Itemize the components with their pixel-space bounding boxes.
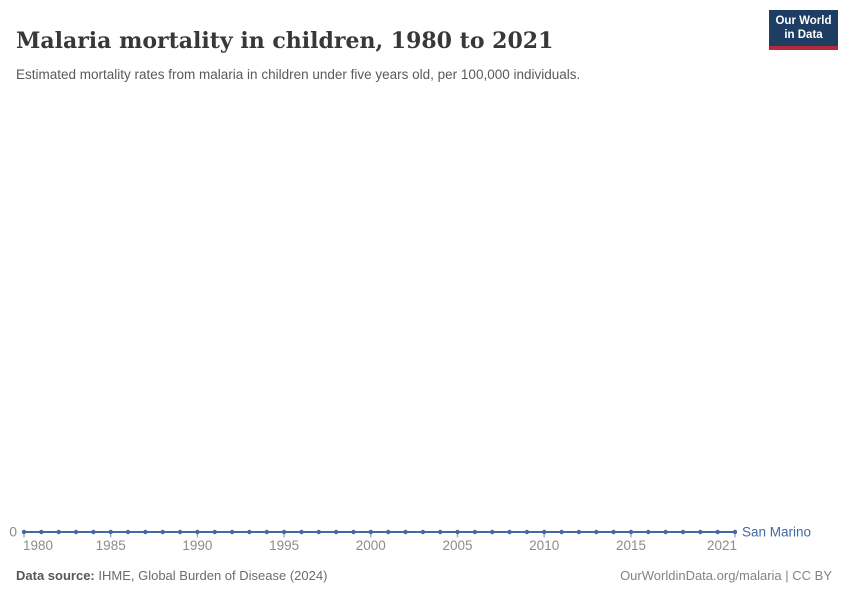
owid-logo: Our World in Data [769, 10, 838, 51]
x-axis-label: 2005 [442, 538, 472, 553]
data-point [195, 529, 200, 535]
data-point [542, 529, 547, 535]
data-point [351, 529, 356, 535]
data-point [507, 529, 512, 535]
line-chart-plot: 1980 1985 1990 1995 2000 2005 2010 2015 2021 0 San… [9, 524, 811, 554]
series-label: San Marino [742, 525, 811, 540]
data-point [594, 529, 599, 535]
data-point [143, 529, 148, 535]
data-point [628, 529, 634, 535]
owid-logo-line2: in Data [784, 28, 823, 41]
data-point [281, 529, 287, 535]
x-axis-label: 1985 [96, 538, 126, 553]
data-source-value: IHME, Global Burden of Disease (2024) [94, 568, 328, 583]
attribution-link[interactable]: OurWorldinData.org/malaria | CC BY [620, 568, 832, 583]
data-point [125, 529, 131, 535]
data-source-label: Data source: [16, 568, 95, 583]
data-point [368, 529, 373, 535]
data-point [715, 529, 720, 535]
data-point [177, 529, 183, 535]
data-point [56, 529, 61, 535]
y-axis-label: 0 [9, 524, 17, 540]
data-point [108, 529, 113, 535]
x-axis-label: 1990 [182, 538, 212, 553]
data-point [559, 529, 564, 535]
data-point [91, 529, 96, 535]
data-point [264, 529, 269, 535]
data-point [21, 529, 27, 535]
data-point [39, 529, 44, 535]
data-point [333, 529, 339, 535]
data-source-note: Data source: IHME, Global Burden of Dise… [16, 568, 327, 583]
x-axis-label: 2015 [616, 538, 646, 553]
data-point [438, 529, 443, 535]
data-point [472, 529, 478, 535]
data-point [524, 529, 530, 535]
x-axis-label: 2021 [707, 538, 737, 553]
data-point [611, 529, 616, 535]
data-point [247, 529, 252, 535]
data-point [299, 529, 304, 535]
chart-subtitle: Estimated mortality rates from malaria i… [16, 66, 581, 82]
data-point [73, 529, 79, 535]
data-point [455, 529, 460, 535]
x-axis-label: 1980 [23, 538, 53, 553]
data-point [576, 529, 582, 535]
x-axis-label: 2000 [356, 538, 386, 553]
data-point [420, 529, 426, 535]
chart-title: Malaria mortality in children, 1980 to 2… [16, 27, 554, 54]
data-point [386, 529, 391, 535]
data-point [663, 529, 668, 535]
data-point [403, 529, 408, 535]
data-point [490, 529, 495, 535]
data-point [732, 529, 738, 535]
data-point [229, 529, 235, 535]
owid-logo-line1: Our World [775, 15, 832, 27]
x-axis-label: 1995 [269, 538, 299, 553]
data-point [698, 529, 703, 535]
data-point [212, 529, 217, 535]
data-point [680, 529, 686, 535]
data-point [160, 529, 165, 535]
data-point [646, 529, 651, 535]
data-point [316, 529, 321, 535]
x-axis-label: 2010 [529, 538, 559, 553]
